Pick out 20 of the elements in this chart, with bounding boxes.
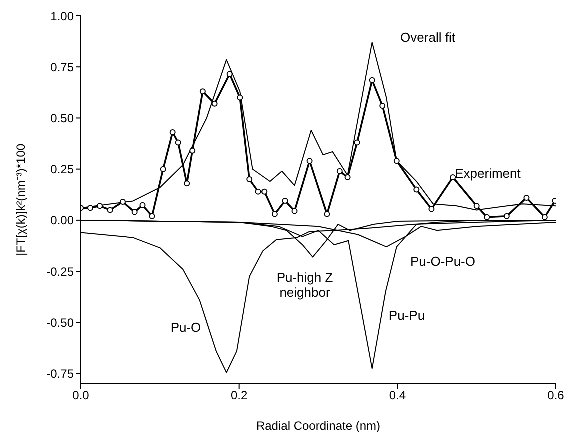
y-axis-title: |FT[χ(k)]k²(nm⁻³)*100: [14, 144, 28, 256]
x-tick-label: 0.0: [72, 388, 90, 403]
y-tick-label: 1.00: [50, 9, 74, 24]
x-tick-label: 0.6: [548, 388, 565, 403]
text: Overall fit: [400, 30, 456, 45]
y-tick-label: 0.75: [50, 60, 74, 74]
x-tick-label: 0.2: [230, 388, 248, 403]
y-tick-label: -0.25: [46, 264, 74, 279]
y-tick-label: -0.75: [46, 367, 74, 382]
x-tick-label: 0.4: [389, 388, 406, 403]
series-label: Pu-Pu: [388, 308, 426, 323]
series-label: Experiment: [454, 166, 522, 181]
y-tick-label: 0.50: [50, 111, 74, 126]
y-tick-label: -0.50: [46, 316, 74, 330]
series-label: Pu-high Z neighbor: [276, 270, 334, 300]
y-tick-label: 0.25: [50, 162, 74, 177]
x-axis-title: Radial Coordinate (nm): [256, 419, 381, 433]
y-tick-label: 0.00: [50, 214, 74, 228]
series-label: Pu-O-Pu-O: [409, 254, 476, 269]
series-label: Pu-O: [170, 320, 202, 335]
